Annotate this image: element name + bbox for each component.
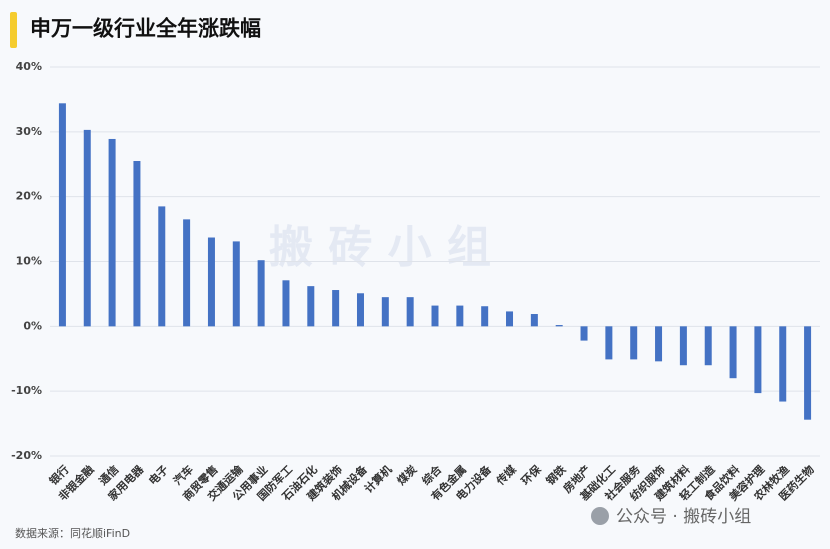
bar [605,326,613,360]
bar [754,326,762,394]
bar [481,306,489,327]
bar [506,311,514,327]
bar [406,297,414,327]
y-tick-label: -20% [11,449,42,462]
bar [108,138,116,327]
bar [158,206,166,327]
bar [257,260,265,327]
y-tick-label: 0% [23,319,42,332]
bar [679,326,687,366]
bar [655,326,663,362]
brand-icon [591,507,609,525]
bar [332,290,340,327]
y-tick-label: -10% [11,384,42,397]
bar [456,305,464,327]
bar [804,326,812,420]
bar [580,326,588,341]
bar [207,237,215,327]
bar [704,326,712,366]
source-note: 数据来源：同花顺iFinD [15,526,130,540]
y-tick-label: 30% [16,125,42,138]
bar [729,326,737,379]
bar [530,314,538,327]
chart-title: 申万一级行业全年涨跌幅 [30,16,261,41]
bar [183,219,191,327]
bar [232,241,240,327]
bar [555,325,563,327]
bar [58,103,66,327]
title-accent [10,12,17,48]
y-tick-label: 20% [16,190,42,203]
bar [83,129,91,327]
bar [133,161,141,327]
y-tick-label: 10% [16,255,42,268]
bar [307,286,315,327]
bar [282,280,290,327]
brand-text: 公众号 · 搬砖小组 [616,507,751,527]
y-tick-label: 40% [16,60,42,73]
bar [779,326,787,402]
bar [381,297,389,327]
bar [630,326,638,360]
bar [356,293,364,327]
bar [431,305,439,327]
watermark: 搬 砖 小 组 [269,222,491,273]
